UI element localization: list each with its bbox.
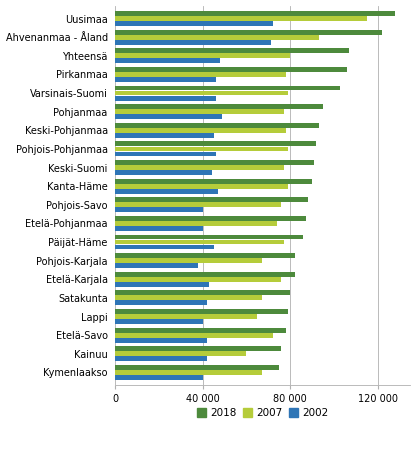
Bar [115,77,216,82]
Bar [115,202,282,207]
Bar [115,21,273,26]
Bar [115,258,262,263]
Bar [115,346,282,351]
Bar [115,319,203,324]
Bar [115,142,317,146]
Bar [115,295,262,300]
Bar [115,365,279,370]
Legend: 2018, 2007, 2002: 2018, 2007, 2002 [193,404,333,422]
Bar [115,35,319,40]
Bar [115,216,305,221]
Bar [115,309,288,314]
Bar [115,351,247,356]
Bar [115,207,203,212]
Bar [115,67,347,72]
Bar [115,165,284,170]
Bar [115,300,207,305]
Bar [115,123,319,128]
Bar [115,53,290,58]
Bar [115,16,367,21]
Bar [115,86,340,91]
Bar [115,160,314,165]
Bar [115,282,209,287]
Bar [115,226,203,231]
Bar [115,244,214,249]
Bar [115,109,284,114]
Bar [115,184,288,189]
Bar [115,253,295,258]
Bar [115,356,207,361]
Bar [115,333,273,337]
Bar [115,128,286,133]
Bar [115,235,303,239]
Bar [115,72,286,77]
Bar [115,375,203,380]
Bar [115,189,218,193]
Bar [115,290,290,295]
Bar [115,91,288,96]
Bar [115,170,211,175]
Bar [115,48,349,53]
Bar [115,133,214,138]
Bar [115,239,284,244]
Bar [115,104,323,109]
Bar [115,198,308,202]
Bar [115,277,282,282]
Bar [115,221,277,226]
Bar [115,59,220,63]
Bar [115,179,312,184]
Bar [115,96,216,101]
Bar [115,328,286,332]
Bar [115,11,395,16]
Bar [115,147,288,152]
Bar [115,338,207,343]
Bar [115,152,216,156]
Bar [115,263,198,268]
Bar [115,30,382,35]
Bar [115,370,262,375]
Bar [115,314,258,319]
Bar [115,114,223,119]
Bar [115,272,295,276]
Bar [115,40,270,45]
